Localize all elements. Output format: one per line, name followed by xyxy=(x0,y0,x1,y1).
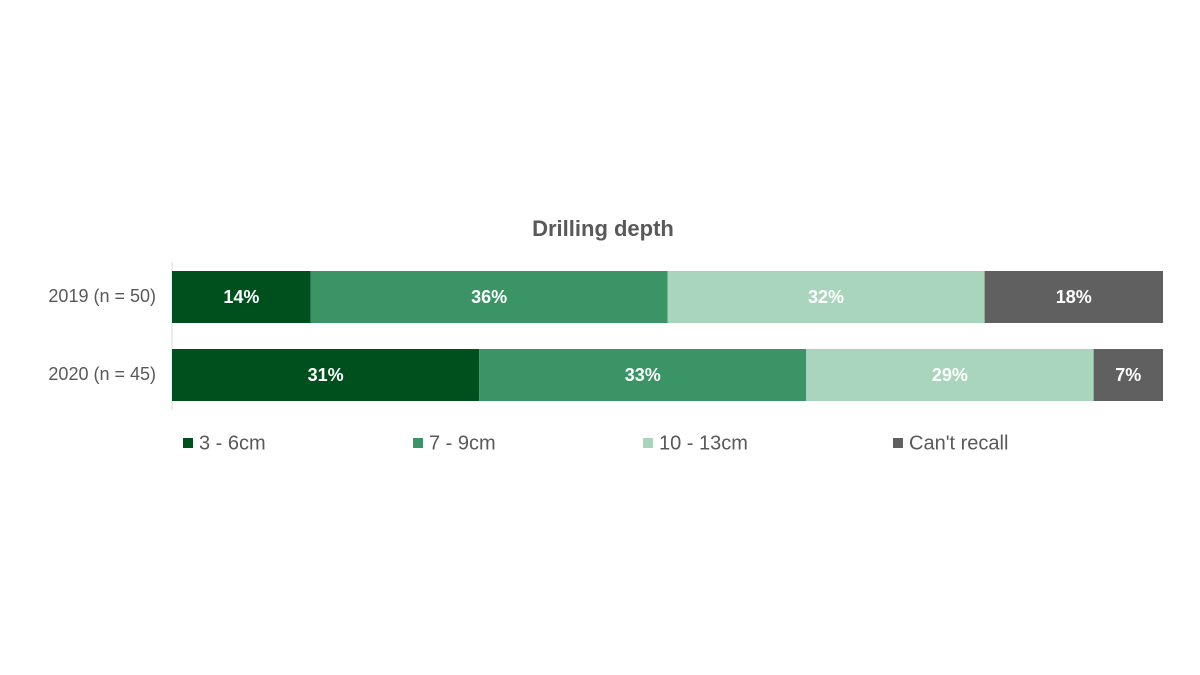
legend-label: 10 - 13cm xyxy=(659,432,748,454)
legend-swatch xyxy=(893,438,903,448)
bar-segment xyxy=(1093,349,1163,401)
legend-swatch xyxy=(413,438,423,448)
legend-label: 7 - 9cm xyxy=(429,432,496,454)
data-label: 33% xyxy=(625,365,661,385)
bar-segment xyxy=(806,349,1094,401)
y-tick-label: 2020 (n = 45) xyxy=(48,364,156,384)
legend-swatch xyxy=(643,438,653,448)
data-label: 36% xyxy=(471,287,507,307)
legend-label: 3 - 6cm xyxy=(199,432,266,454)
legend-swatch xyxy=(183,438,193,448)
data-label: 14% xyxy=(223,287,259,307)
chart-title: Drilling depth xyxy=(532,216,674,241)
data-label: 31% xyxy=(308,365,344,385)
bar-segment xyxy=(479,349,807,401)
data-label: 32% xyxy=(808,287,844,307)
bar-segment xyxy=(667,271,985,323)
bar-segment xyxy=(172,271,311,323)
data-label: 18% xyxy=(1056,287,1092,307)
bar-segment xyxy=(172,349,480,401)
data-label: 7% xyxy=(1115,365,1141,385)
bar-segment xyxy=(310,271,668,323)
legend-label: Can't recall xyxy=(909,432,1008,454)
bar-segment xyxy=(984,271,1163,323)
y-tick-label: 2019 (n = 50) xyxy=(48,286,156,306)
data-label: 29% xyxy=(932,365,968,385)
